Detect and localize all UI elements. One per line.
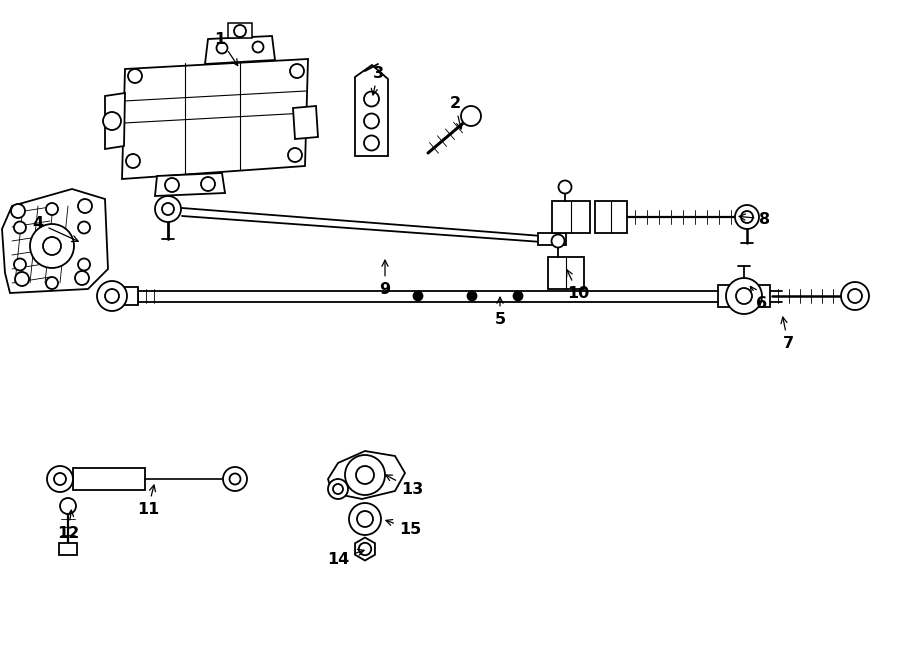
- Text: 11: 11: [137, 485, 159, 516]
- Polygon shape: [355, 65, 388, 156]
- Polygon shape: [293, 106, 318, 139]
- Polygon shape: [182, 208, 542, 242]
- Circle shape: [848, 289, 862, 303]
- Polygon shape: [2, 189, 108, 293]
- Circle shape: [290, 64, 304, 78]
- Circle shape: [165, 178, 179, 192]
- Polygon shape: [355, 537, 375, 561]
- Bar: [108, 287, 138, 305]
- Circle shape: [359, 543, 371, 555]
- Circle shape: [105, 289, 119, 303]
- Circle shape: [78, 258, 90, 270]
- Circle shape: [103, 112, 121, 130]
- Circle shape: [201, 177, 215, 191]
- Text: 9: 9: [380, 260, 391, 297]
- Circle shape: [60, 498, 76, 514]
- Circle shape: [78, 221, 90, 233]
- Circle shape: [735, 205, 759, 229]
- Bar: [73, 468, 145, 490]
- Circle shape: [364, 91, 379, 106]
- Text: 3: 3: [372, 65, 383, 95]
- Circle shape: [46, 277, 58, 289]
- Text: 5: 5: [494, 297, 506, 327]
- Circle shape: [736, 288, 752, 304]
- Bar: [548, 257, 584, 289]
- Circle shape: [461, 106, 481, 126]
- Polygon shape: [328, 451, 405, 499]
- Circle shape: [97, 281, 127, 311]
- Circle shape: [253, 42, 264, 52]
- Circle shape: [514, 292, 523, 301]
- Circle shape: [364, 114, 379, 128]
- Circle shape: [46, 203, 58, 215]
- Circle shape: [14, 258, 26, 270]
- Circle shape: [234, 25, 246, 37]
- Polygon shape: [123, 290, 782, 301]
- Circle shape: [345, 455, 385, 495]
- Polygon shape: [228, 23, 252, 38]
- Circle shape: [75, 271, 89, 285]
- Polygon shape: [105, 93, 125, 149]
- Polygon shape: [122, 59, 308, 179]
- Bar: [718, 285, 770, 307]
- Bar: [538, 233, 566, 245]
- Circle shape: [741, 211, 753, 223]
- Text: 6: 6: [751, 286, 768, 311]
- Bar: [59, 543, 77, 555]
- Circle shape: [14, 221, 26, 233]
- Circle shape: [413, 292, 422, 301]
- Text: 1: 1: [214, 32, 238, 65]
- Circle shape: [559, 180, 572, 194]
- Circle shape: [155, 196, 181, 222]
- Text: 8: 8: [739, 212, 770, 227]
- Text: 12: 12: [57, 510, 79, 541]
- Circle shape: [47, 466, 73, 492]
- Text: 7: 7: [781, 317, 794, 350]
- Circle shape: [467, 292, 476, 301]
- Bar: [552, 201, 590, 233]
- Text: 2: 2: [449, 95, 463, 129]
- Circle shape: [11, 204, 25, 218]
- Circle shape: [30, 224, 74, 268]
- Circle shape: [162, 203, 174, 215]
- Circle shape: [126, 154, 140, 168]
- Text: 4: 4: [32, 215, 78, 241]
- Circle shape: [78, 199, 92, 213]
- Text: 13: 13: [386, 475, 423, 496]
- Circle shape: [43, 237, 61, 255]
- Circle shape: [841, 282, 869, 310]
- Circle shape: [349, 503, 381, 535]
- Text: 14: 14: [327, 549, 364, 566]
- Circle shape: [328, 479, 348, 499]
- Polygon shape: [155, 173, 225, 196]
- Text: 10: 10: [567, 270, 590, 301]
- Circle shape: [288, 148, 302, 162]
- Text: 15: 15: [386, 520, 421, 537]
- Circle shape: [364, 136, 379, 151]
- Circle shape: [223, 467, 247, 491]
- Circle shape: [357, 511, 373, 527]
- Circle shape: [552, 235, 564, 247]
- Circle shape: [217, 42, 228, 54]
- Circle shape: [230, 473, 240, 485]
- Circle shape: [726, 278, 762, 314]
- Circle shape: [15, 272, 29, 286]
- Polygon shape: [205, 36, 275, 64]
- Circle shape: [54, 473, 66, 485]
- Circle shape: [333, 484, 343, 494]
- Circle shape: [128, 69, 142, 83]
- Circle shape: [356, 466, 374, 484]
- Bar: [595, 201, 627, 233]
